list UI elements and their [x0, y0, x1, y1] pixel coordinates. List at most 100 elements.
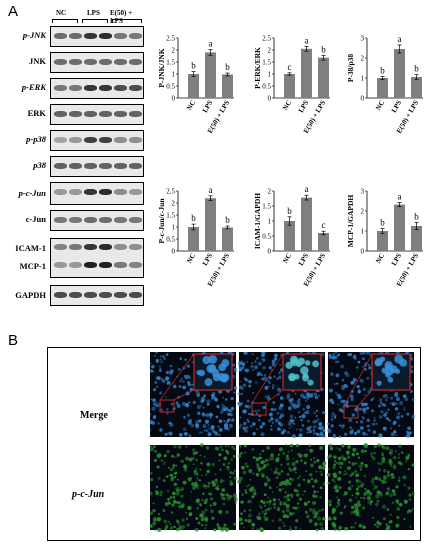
blot-label-icam-1: ICAM-1	[15, 243, 46, 253]
y-tick-label: 3	[361, 188, 365, 196]
blot-label-p-erk: p-ERK	[21, 82, 46, 92]
blot-band	[69, 189, 82, 195]
significance-letter: b	[321, 44, 326, 54]
blot-band	[114, 111, 127, 117]
blot-band	[129, 33, 142, 39]
bar	[318, 57, 329, 98]
blot-band	[84, 111, 97, 117]
significance-letter: a	[305, 35, 309, 45]
x-tick-label: NC	[185, 252, 197, 265]
significance-letter: b	[380, 218, 385, 228]
x-tick-label: NC	[281, 252, 293, 265]
blot-band	[114, 292, 127, 298]
blot-band	[114, 163, 127, 169]
blot-band	[69, 85, 82, 91]
x-tick-label: NC	[185, 99, 197, 112]
blot-band	[99, 189, 112, 195]
blot-band	[54, 163, 67, 169]
blot-band	[69, 292, 82, 298]
blot-p-c-jun	[50, 182, 144, 205]
western-blot-column: p-JNK JNK p-ERK ERK p-p38 p38 p-c-Jun c-…	[2, 26, 144, 316]
y-tick-label: 2.5	[166, 35, 175, 43]
y-tick-label: 0	[172, 95, 176, 103]
row-label-merge: Merge	[80, 410, 108, 421]
blot-band	[54, 137, 67, 143]
y-tick-label: 1	[361, 75, 365, 83]
bar	[222, 227, 233, 251]
bar	[284, 221, 295, 251]
zoom-connector	[357, 389, 373, 407]
blot-band	[114, 217, 127, 223]
blot-band	[84, 189, 97, 195]
significance-letter: b	[414, 64, 419, 74]
blot-label-jnk: JNK	[29, 56, 46, 66]
y-tick-label: 2	[268, 47, 272, 55]
blot-label-p38: p38	[33, 160, 46, 170]
y-axis-label: P-c-Jun/c-Jun	[157, 198, 166, 244]
blot-band	[84, 33, 97, 39]
significance-letter: a	[305, 184, 309, 194]
blot-band	[129, 262, 142, 268]
y-tick-label: 3	[361, 35, 365, 43]
y-tick-label: 0.5	[262, 83, 271, 91]
y-tick-label: 2	[361, 55, 365, 63]
y-tick-label: 0.5	[166, 236, 175, 244]
y-tick-label: 1.5	[262, 59, 271, 67]
x-tick-label: NC	[374, 252, 386, 265]
merge-image-1	[150, 352, 238, 438]
significance-letter: c	[288, 62, 292, 72]
zoom-connector	[343, 353, 373, 407]
blot-p-jnk	[50, 26, 144, 47]
bar	[394, 204, 405, 251]
blot-band	[54, 111, 67, 117]
y-axis-label: MCP-1/GAPDH	[346, 195, 355, 248]
blot-band	[69, 111, 82, 117]
group-bracket-e50-lps	[112, 19, 142, 23]
blot-label-erk: ERK	[27, 108, 46, 118]
bar	[222, 74, 233, 98]
blot-band	[114, 189, 127, 195]
blot-band	[114, 262, 127, 268]
blot-band	[54, 59, 67, 65]
blot-band	[114, 85, 127, 91]
blot-band	[84, 217, 97, 223]
group-label-lps: LPS	[87, 9, 100, 17]
merge-image-2	[237, 352, 327, 438]
x-tick-label: LPS	[201, 252, 214, 267]
panel-b-letter: B	[8, 332, 19, 349]
y-tick-label: 2	[172, 200, 176, 208]
zoom-connector	[265, 389, 284, 404]
x-tick-label: NC	[281, 99, 293, 112]
microscopy-frame	[47, 347, 421, 541]
y-tick-label: 2.5	[262, 35, 271, 43]
blot-band	[69, 244, 82, 250]
blot-band	[99, 33, 112, 39]
y-tick-label: 1	[172, 224, 176, 232]
blot-band	[129, 189, 142, 195]
bar	[205, 198, 216, 251]
blot-band	[99, 85, 112, 91]
x-tick-label: LPS	[297, 99, 310, 114]
blot-label-mcp-1: MCP-1	[19, 261, 46, 271]
y-axis-label: P-ERK/ERK	[253, 47, 262, 89]
blot-band	[69, 59, 82, 65]
blot-jnk	[50, 52, 144, 73]
blot-gapdh	[50, 285, 144, 306]
blot-c-jun	[50, 210, 144, 231]
p-c-jun-image-3	[326, 443, 415, 532]
group-label-e50-lps: E(50) + LPS	[110, 9, 133, 25]
merge-image-3	[327, 352, 415, 439]
blot-group-labels: NC LPS E(50) + LPS	[50, 9, 142, 25]
y-tick-label: 1	[361, 228, 365, 236]
blot-band	[54, 85, 67, 91]
bar	[188, 227, 199, 251]
significance-letter: b	[225, 62, 230, 72]
microscopy-images	[150, 352, 415, 532]
y-tick-label: 0	[361, 95, 365, 103]
y-tick-label: 0	[268, 95, 272, 103]
row-label-p-c-jun: p-c-Jun	[72, 489, 105, 500]
panel-a-letter: A	[8, 3, 19, 20]
y-tick-label: 2	[268, 188, 272, 196]
